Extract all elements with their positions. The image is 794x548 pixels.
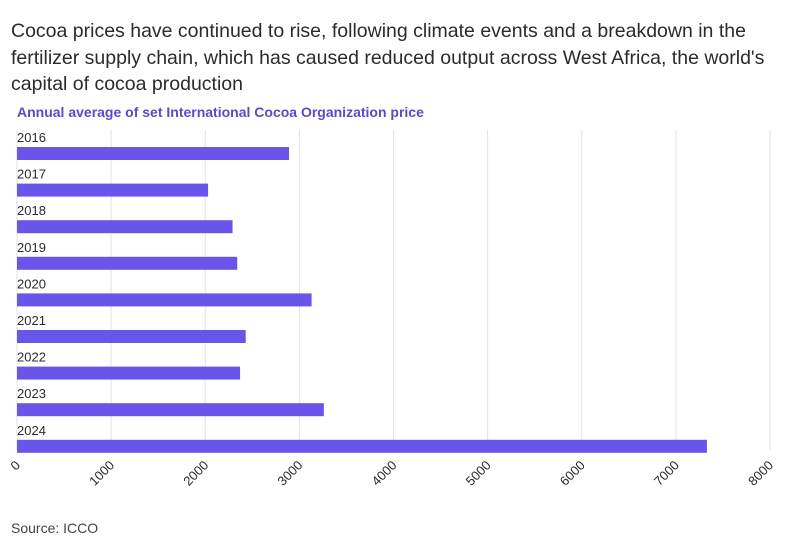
bars xyxy=(17,147,707,453)
x-tick-label: 5000 xyxy=(463,458,494,489)
bar-2016 xyxy=(17,147,290,160)
x-tick-labels: 0 1000 2000 3000 4000 5000 6000 7000 8000 xyxy=(7,458,776,489)
bar-2020 xyxy=(17,293,312,307)
x-tick-label: 7000 xyxy=(651,458,682,489)
headline: Cocoa prices have continued to rise, fol… xyxy=(11,20,765,95)
bar-2021 xyxy=(17,330,246,343)
bar-2018 xyxy=(17,220,233,234)
x-tick-label: 6000 xyxy=(557,458,588,489)
bar-2022 xyxy=(17,366,241,380)
x-tick-label: 4000 xyxy=(369,458,400,489)
category-label: 2023 xyxy=(17,386,46,401)
source-note: Source: ICCO xyxy=(11,520,99,536)
x-tick-label: 0 xyxy=(7,458,23,474)
category-label: 2018 xyxy=(17,203,46,218)
category-label: 2024 xyxy=(17,423,46,438)
bar-2019 xyxy=(17,256,238,270)
x-tick-label: 8000 xyxy=(745,458,776,489)
category-label: 2022 xyxy=(17,350,46,365)
category-label: 2016 xyxy=(17,130,46,145)
chart-title: Annual average of set International Coco… xyxy=(17,104,424,120)
category-label: 2017 xyxy=(17,167,46,182)
bar-2017 xyxy=(17,183,209,197)
bar-2024 xyxy=(17,439,707,453)
x-tick-label: 3000 xyxy=(274,458,305,489)
x-tick-label: 1000 xyxy=(86,458,117,489)
category-label: 2021 xyxy=(17,313,46,328)
grid-lines xyxy=(16,130,771,450)
category-label: 2019 xyxy=(17,240,46,255)
category-labels: 2016 2017 2018 2019 2020 2021 2022 2023 2024 xyxy=(17,130,46,438)
bar-2023 xyxy=(17,403,324,417)
category-label: 2020 xyxy=(17,276,46,291)
x-tick-label: 2000 xyxy=(180,458,211,489)
